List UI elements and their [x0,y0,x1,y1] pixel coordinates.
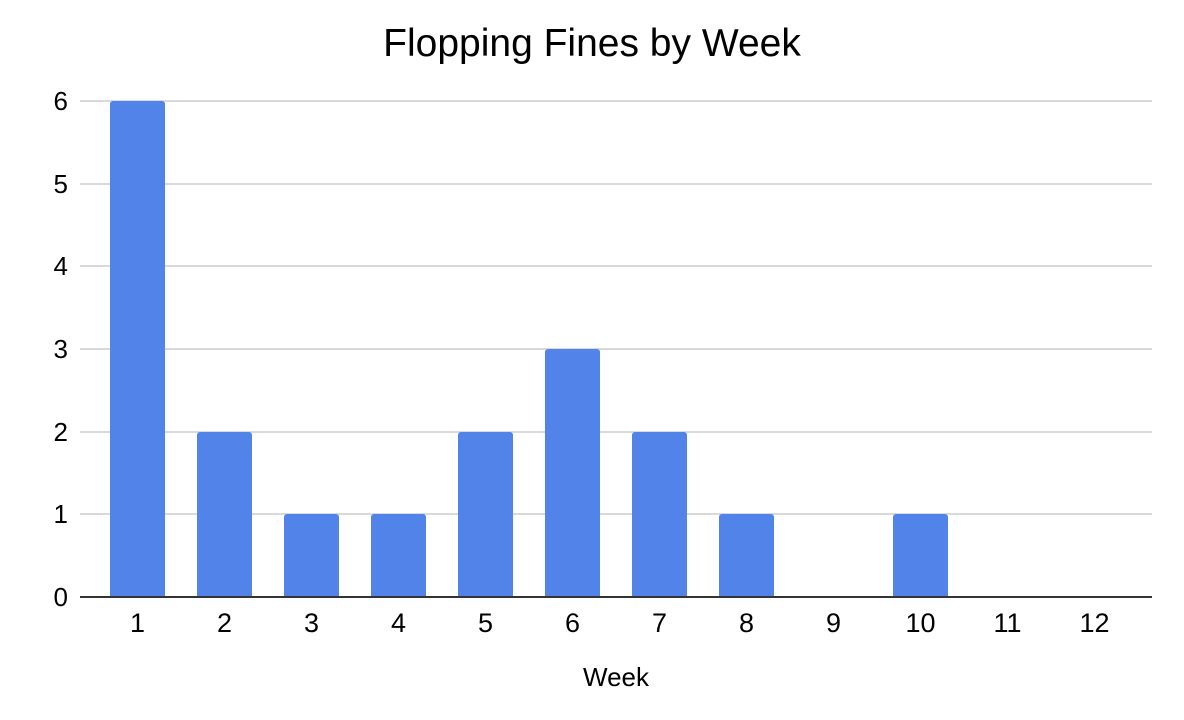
x-tick-label: 10 [905,608,936,638]
gridline [80,100,1152,102]
x-tick-label: 5 [477,608,494,638]
y-tick-label: 3 [53,334,68,364]
y-tick-label: 6 [53,86,68,116]
gridline [80,183,1152,185]
y-tick-label: 5 [53,169,68,199]
gridline [80,513,1152,515]
x-tick-label: 4 [390,608,407,638]
x-tick-label: 3 [303,608,320,638]
x-tick-label: 6 [564,608,581,638]
y-tick-label: 1 [53,499,68,529]
bar-week-10[interactable] [893,514,948,597]
x-tick-label: 12 [1079,608,1110,638]
x-tick-label: 8 [738,608,755,638]
gridline [80,265,1152,267]
bar-week-6[interactable] [545,349,600,597]
x-axis-labels: 1 2 3 4 5 6 7 8 9 10 11 12 [94,606,1138,640]
bar-week-2[interactable] [197,432,252,597]
bar-week-4[interactable] [371,514,426,597]
x-tick-label: 7 [651,608,668,638]
y-tick-label: 2 [53,417,68,447]
gridline [80,348,1152,350]
y-tick-label: 4 [53,251,68,281]
plot-area [80,100,1152,598]
bar-week-7[interactable] [632,432,687,597]
x-tick-label: 1 [129,608,146,638]
chart-title: Flopping Fines by Week [383,22,801,65]
x-axis-title: Week [583,662,649,692]
x-tick-label: 2 [216,608,233,638]
x-tick-label: 11 [993,608,1022,638]
bar-week-1[interactable] [110,101,165,597]
bar-week-8[interactable] [719,514,774,597]
x-tick-label: 9 [825,608,842,638]
gridline [80,431,1152,433]
x-axis-line [80,596,1152,598]
y-axis-labels: 0 1 2 3 4 5 6 [0,86,68,612]
bar-week-3[interactable] [284,514,339,597]
bar-week-5[interactable] [458,432,513,597]
y-tick-label: 0 [53,582,68,612]
